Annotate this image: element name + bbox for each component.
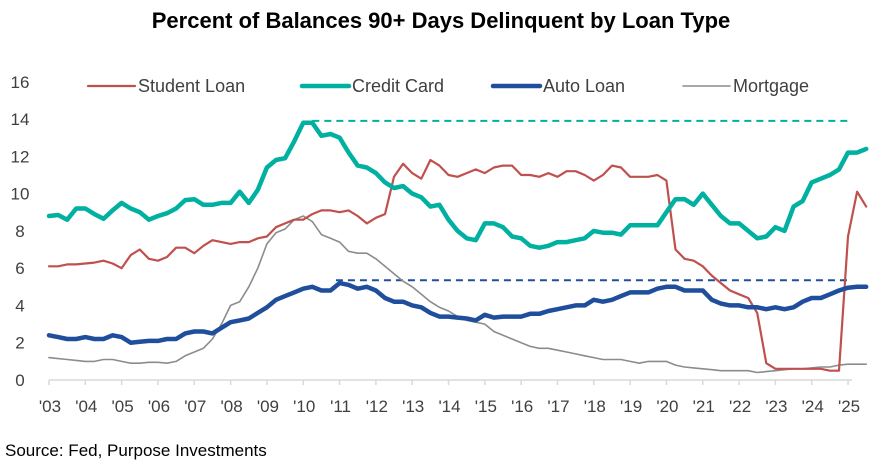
x-tick-label: '13: [402, 397, 424, 416]
x-tick-label: '21: [693, 397, 715, 416]
y-tick-label: 12: [11, 147, 30, 166]
y-tick-label: 16: [11, 73, 30, 92]
x-tick-label: '11: [330, 397, 351, 416]
y-tick-label: 0: [15, 371, 24, 390]
y-tick-label: 4: [15, 296, 24, 315]
legend-item: Credit Card: [299, 76, 444, 96]
x-tick-label: '03: [39, 397, 61, 416]
legend: Student Loan Credit Card Auto Loan Mortgage: [86, 76, 809, 96]
legend-item: Mortgage: [682, 76, 809, 96]
y-tick-label: 2: [15, 334, 24, 353]
source-note: Source: Fed, Purpose Investments: [5, 441, 267, 460]
x-tick-label: '16: [511, 397, 533, 416]
x-tick-label: '06: [148, 397, 170, 416]
legend-item: Student Loan: [86, 76, 245, 96]
x-tick-label: '07: [184, 397, 206, 416]
x-tick-label: '08: [221, 397, 243, 416]
x-tick-label: '23: [765, 397, 787, 416]
x-tick-label: '05: [112, 397, 134, 416]
series-line-auto-loan: [46, 280, 869, 345]
x-tick-label: '25: [838, 397, 860, 416]
y-tick-label: 6: [15, 259, 24, 278]
chart-title: Percent of Balances 90+ Days Delinquent …: [152, 8, 731, 33]
x-tick-label: '22: [729, 397, 751, 416]
x-tick-label: '09: [257, 397, 279, 416]
series-line-student-loan: [47, 158, 868, 372]
x-tick-label: '12: [366, 397, 388, 416]
x-tick-label: '17: [547, 397, 569, 416]
series-lines: [46, 120, 869, 374]
x-tick-label: '10: [293, 397, 315, 416]
x-axis: '03 '04 '05 '06 '07 '08 '09 '10 '11 '12 '13 '14 '15 '…: [39, 379, 860, 416]
y-tick-label: 10: [11, 185, 30, 204]
x-tick-label: '15: [475, 397, 497, 416]
reference-lines: [312, 119, 852, 282]
legend-label: Auto Loan: [543, 76, 625, 96]
x-tick-label: '20: [656, 397, 678, 416]
x-tick-label: '04: [75, 397, 97, 416]
y-axis: 0 2 4 6 8 10 12 14 16: [11, 73, 30, 390]
legend-label: Mortgage: [733, 76, 809, 96]
x-tick-label: '24: [802, 397, 824, 416]
series-line-mortgage: [48, 215, 868, 374]
series-line-credit-card: [46, 120, 869, 250]
legend-item: Auto Loan: [490, 76, 625, 96]
y-tick-label: 8: [15, 222, 24, 241]
legend-label: Credit Card: [352, 76, 444, 96]
legend-label: Student Loan: [138, 76, 245, 96]
x-tick-label: '19: [620, 397, 642, 416]
y-tick-label: 14: [11, 110, 30, 129]
x-tick-label: '18: [584, 397, 606, 416]
x-tick-label: '14: [438, 397, 460, 416]
